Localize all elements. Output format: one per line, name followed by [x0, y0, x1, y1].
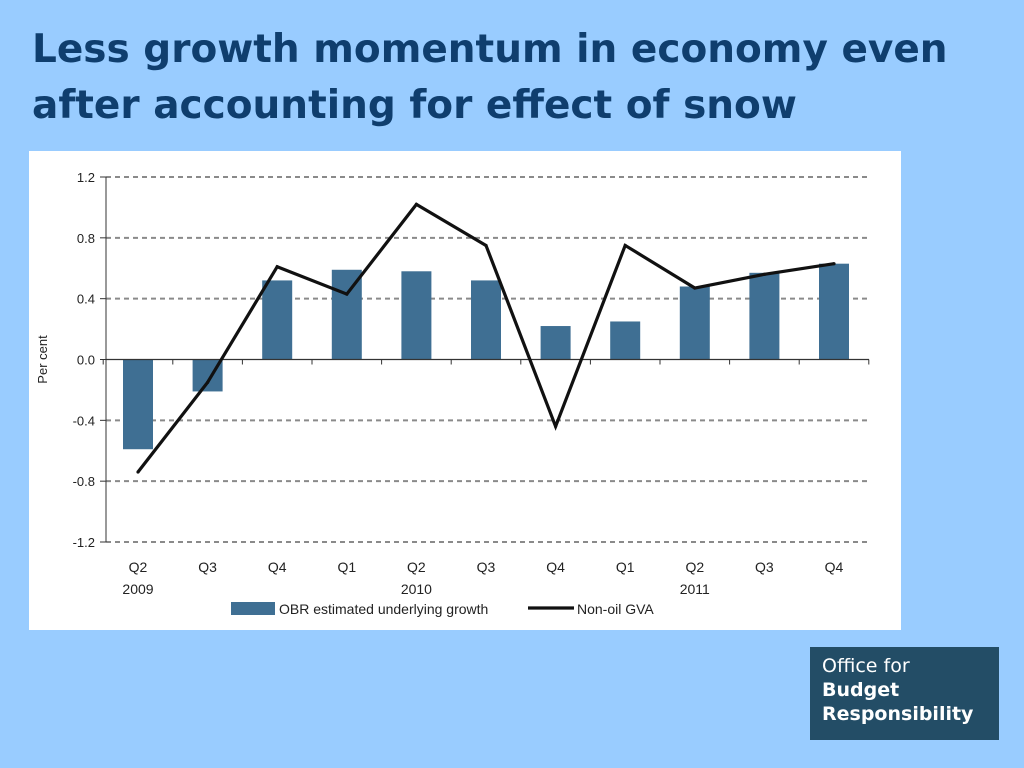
- axis-labels: 1.2 0.8 0.4 0.0 -0.4 -0.8 -1.2 Per cent Q2 Q3 Q4 Q1…: [35, 170, 844, 597]
- slide-title-line-2: after accounting for effect of snow: [32, 83, 797, 128]
- x-tick-label: Q4: [546, 559, 565, 575]
- logo-line-2: Budget: [822, 679, 900, 701]
- axes: [100, 176, 870, 543]
- bar: [749, 272, 780, 360]
- x-tick-label: Q4: [825, 559, 844, 575]
- year-label: 2010: [401, 581, 432, 597]
- x-tick-label: Q1: [616, 559, 635, 575]
- chart-panel: 1.2 0.8 0.4 0.0 -0.4 -0.8 -1.2 Per cent Q2 Q3 Q4 Q1…: [29, 151, 901, 630]
- bar: [401, 271, 432, 360]
- y-tick-label: 0.8: [77, 231, 95, 246]
- bar: [819, 263, 849, 360]
- y-tick-label: 1.2: [77, 170, 95, 185]
- y-axis-label: Per cent: [35, 335, 50, 384]
- slide-title-line-1: Less growth momentum in economy even: [32, 27, 948, 72]
- bar: [540, 326, 571, 360]
- line-point: [275, 265, 279, 269]
- line-point: [554, 424, 558, 429]
- x-tick-label: Q2: [129, 559, 148, 575]
- bar: [679, 286, 710, 360]
- year-label: 2009: [122, 581, 153, 597]
- year-label: 2011: [680, 581, 710, 597]
- line-series: [136, 202, 836, 474]
- growth-chart: 1.2 0.8 0.4 0.0 -0.4 -0.8 -1.2 Per cent Q2 Q3 Q4 Q1…: [35, 170, 870, 617]
- legend-label-bar: OBR estimated underlying growth: [279, 601, 488, 617]
- x-tick-label: Q3: [755, 559, 774, 575]
- x-tick-label: Q3: [198, 559, 217, 575]
- line-point: [832, 262, 836, 266]
- bar: [610, 321, 641, 360]
- line-point: [206, 380, 210, 384]
- legend-swatch-bar: [231, 602, 275, 615]
- line-point: [484, 243, 488, 248]
- x-tick-label: Q3: [477, 559, 496, 575]
- x-tick-label: Q2: [685, 559, 704, 575]
- y-tick-label: 0.4: [77, 292, 95, 307]
- y-tick-label: -0.4: [73, 413, 95, 428]
- line-point: [693, 286, 697, 290]
- x-tick-label: Q2: [407, 559, 426, 575]
- line-point: [136, 470, 140, 474]
- bar: [331, 269, 362, 360]
- line-point: [762, 272, 767, 276]
- logo-line-1: Office for: [822, 655, 910, 677]
- y-tick-label: 0.0: [77, 353, 95, 368]
- line-point: [345, 292, 349, 296]
- logo-line-3: Responsibility: [822, 703, 974, 725]
- slide-title: Less growth momentum in economy even aft…: [32, 22, 972, 134]
- bar: [262, 280, 293, 360]
- legend-label-line: Non-oil GVA: [577, 601, 654, 617]
- y-tick-label: -1.2: [73, 535, 95, 550]
- bar-series: [123, 263, 849, 450]
- legend: OBR estimated underlying growth Non-oil G…: [231, 601, 654, 617]
- obr-logo: Office for Budget Responsibility: [810, 647, 999, 740]
- x-tick-label: Q4: [268, 559, 287, 575]
- line-point: [414, 202, 418, 206]
- y-tick-label: -0.8: [73, 474, 95, 489]
- x-tick-label: Q1: [337, 559, 356, 575]
- bar: [123, 359, 153, 450]
- line-point: [623, 243, 627, 248]
- bar: [471, 280, 501, 360]
